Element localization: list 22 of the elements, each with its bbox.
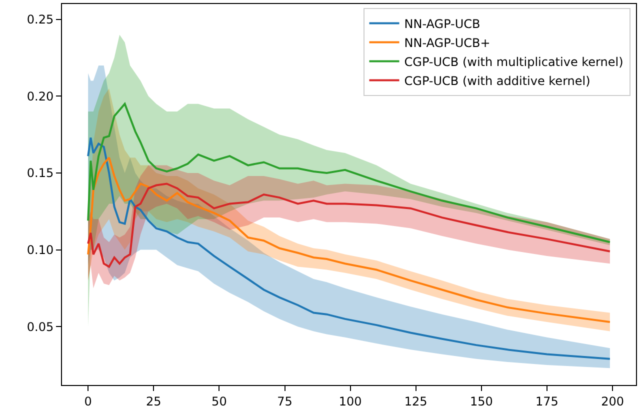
x-tick-label: 175 — [536, 394, 558, 408]
legend-label: NN-AGP-UCB+ — [404, 36, 490, 50]
y-tick-label: 0.25 — [26, 12, 54, 27]
x-tick-label: 25 — [146, 394, 162, 408]
x-tick-label: 150 — [470, 394, 493, 408]
legend-label: CGP-UCB (with additive kernel) — [404, 74, 590, 88]
y-tick-label: 0.10 — [26, 243, 54, 258]
line-series — [87, 136, 611, 360]
x-tick-label: 100 — [338, 394, 362, 408]
y-tick-label: 0.20 — [26, 89, 54, 104]
x-tick-label: 50 — [212, 394, 227, 408]
line-series — [87, 102, 611, 244]
y-tick-label: 0.05 — [26, 320, 54, 334]
legend-label: CGP-UCB (with multiplicative kernel) — [404, 54, 624, 69]
line-series — [87, 182, 611, 268]
line-series — [87, 156, 611, 324]
legend-label: NN-AGP-UCB — [404, 16, 480, 31]
x-tick-label: 200 — [601, 394, 624, 408]
x-tick-label: 75 — [277, 394, 292, 408]
x-tick-label: 0 — [84, 394, 92, 408]
y-tick-label: 0.15 — [26, 166, 54, 180]
x-tick-label: 125 — [404, 394, 428, 408]
